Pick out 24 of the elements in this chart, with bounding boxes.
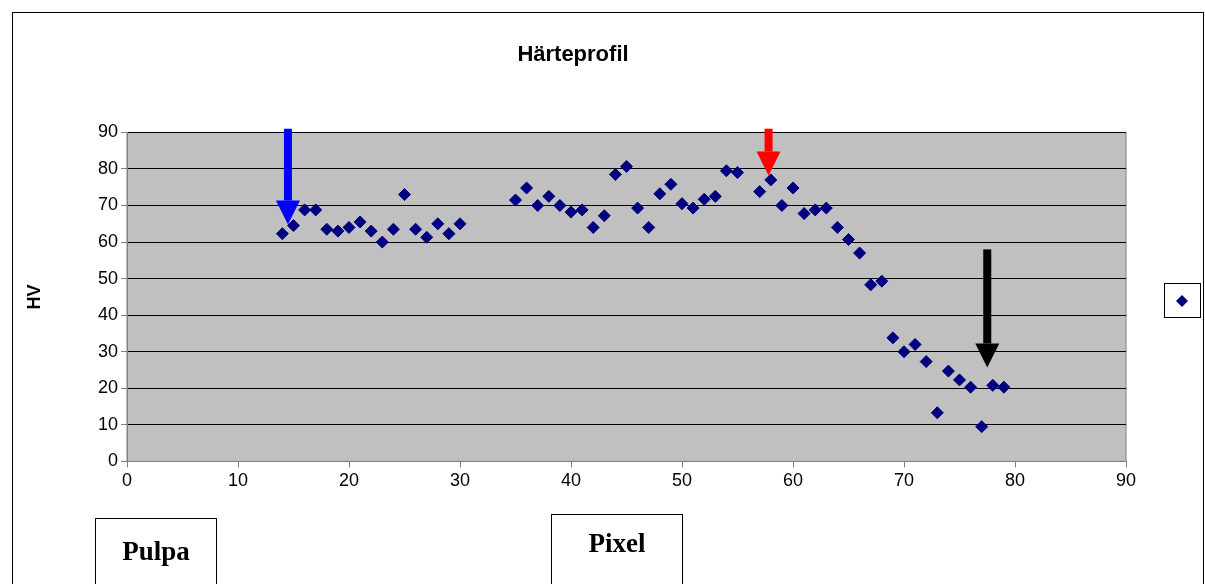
chart-title: Härteprofil	[517, 41, 629, 67]
y-tick-label: 80	[97, 157, 118, 178]
x-tick-label: 60	[782, 470, 804, 491]
text: Pulpa	[95, 518, 217, 584]
x-tick-label: 50	[671, 470, 693, 491]
x-axis-title: Pixel	[551, 514, 683, 584]
x-tick-label: 30	[449, 470, 471, 491]
x-tick-label: 80	[1004, 470, 1026, 491]
x-tick-label: 90	[1115, 470, 1137, 491]
y-axis-title: HV	[23, 284, 44, 310]
y-tick-label: 30	[97, 340, 118, 361]
y-tick-label: 90	[97, 121, 118, 142]
x-tick-label: 20	[338, 470, 360, 491]
x-tick-label: 70	[893, 470, 915, 491]
x-tick-label: 0	[121, 470, 133, 491]
y-tick-label: 0	[107, 450, 118, 471]
y-tick-label: 20	[97, 377, 118, 398]
y-tick-label: 40	[97, 304, 118, 325]
y-tick-label: 70	[97, 194, 118, 215]
y-tick-label: 10	[97, 413, 118, 434]
y-tick-label: 50	[97, 267, 118, 288]
x-tick-label: 40	[560, 470, 582, 491]
x-tick-label: 10	[227, 470, 249, 491]
y-tick-label: 60	[97, 231, 118, 252]
